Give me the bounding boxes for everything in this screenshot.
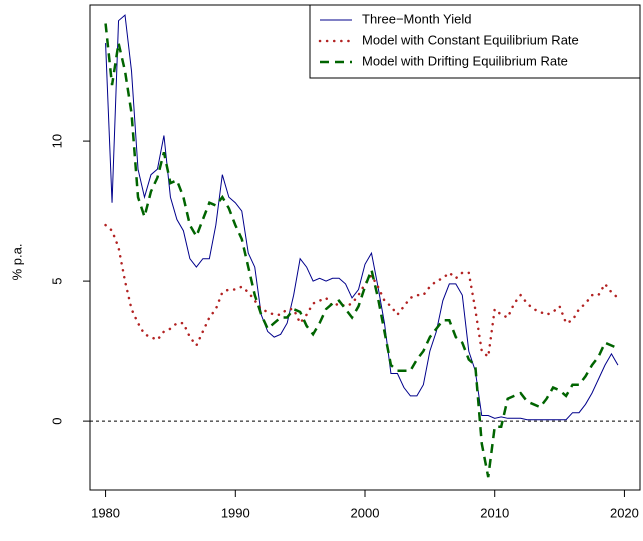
legend-label: Model with Drifting Equilibrium Rate [362,53,568,68]
x-tick-label: 2000 [351,505,380,520]
series-line [104,223,620,360]
y-axis-label: % p.a. [9,244,24,281]
legend-box [309,4,641,79]
y-tick-label: 0 [49,417,64,424]
y-tick-label: 5 [49,277,64,284]
series-line [105,14,619,421]
legend-label: Three−Month Yield [362,11,471,26]
x-tick-label: 1980 [91,505,120,520]
series-line [104,23,619,478]
x-tick-label: 1990 [221,505,250,520]
x-tick-label: 2010 [480,505,509,520]
x-tick-label: 2020 [610,505,639,520]
legend-label: Model with Constant Equilibrium Rate [362,32,579,47]
y-tick-label: 10 [49,134,64,148]
